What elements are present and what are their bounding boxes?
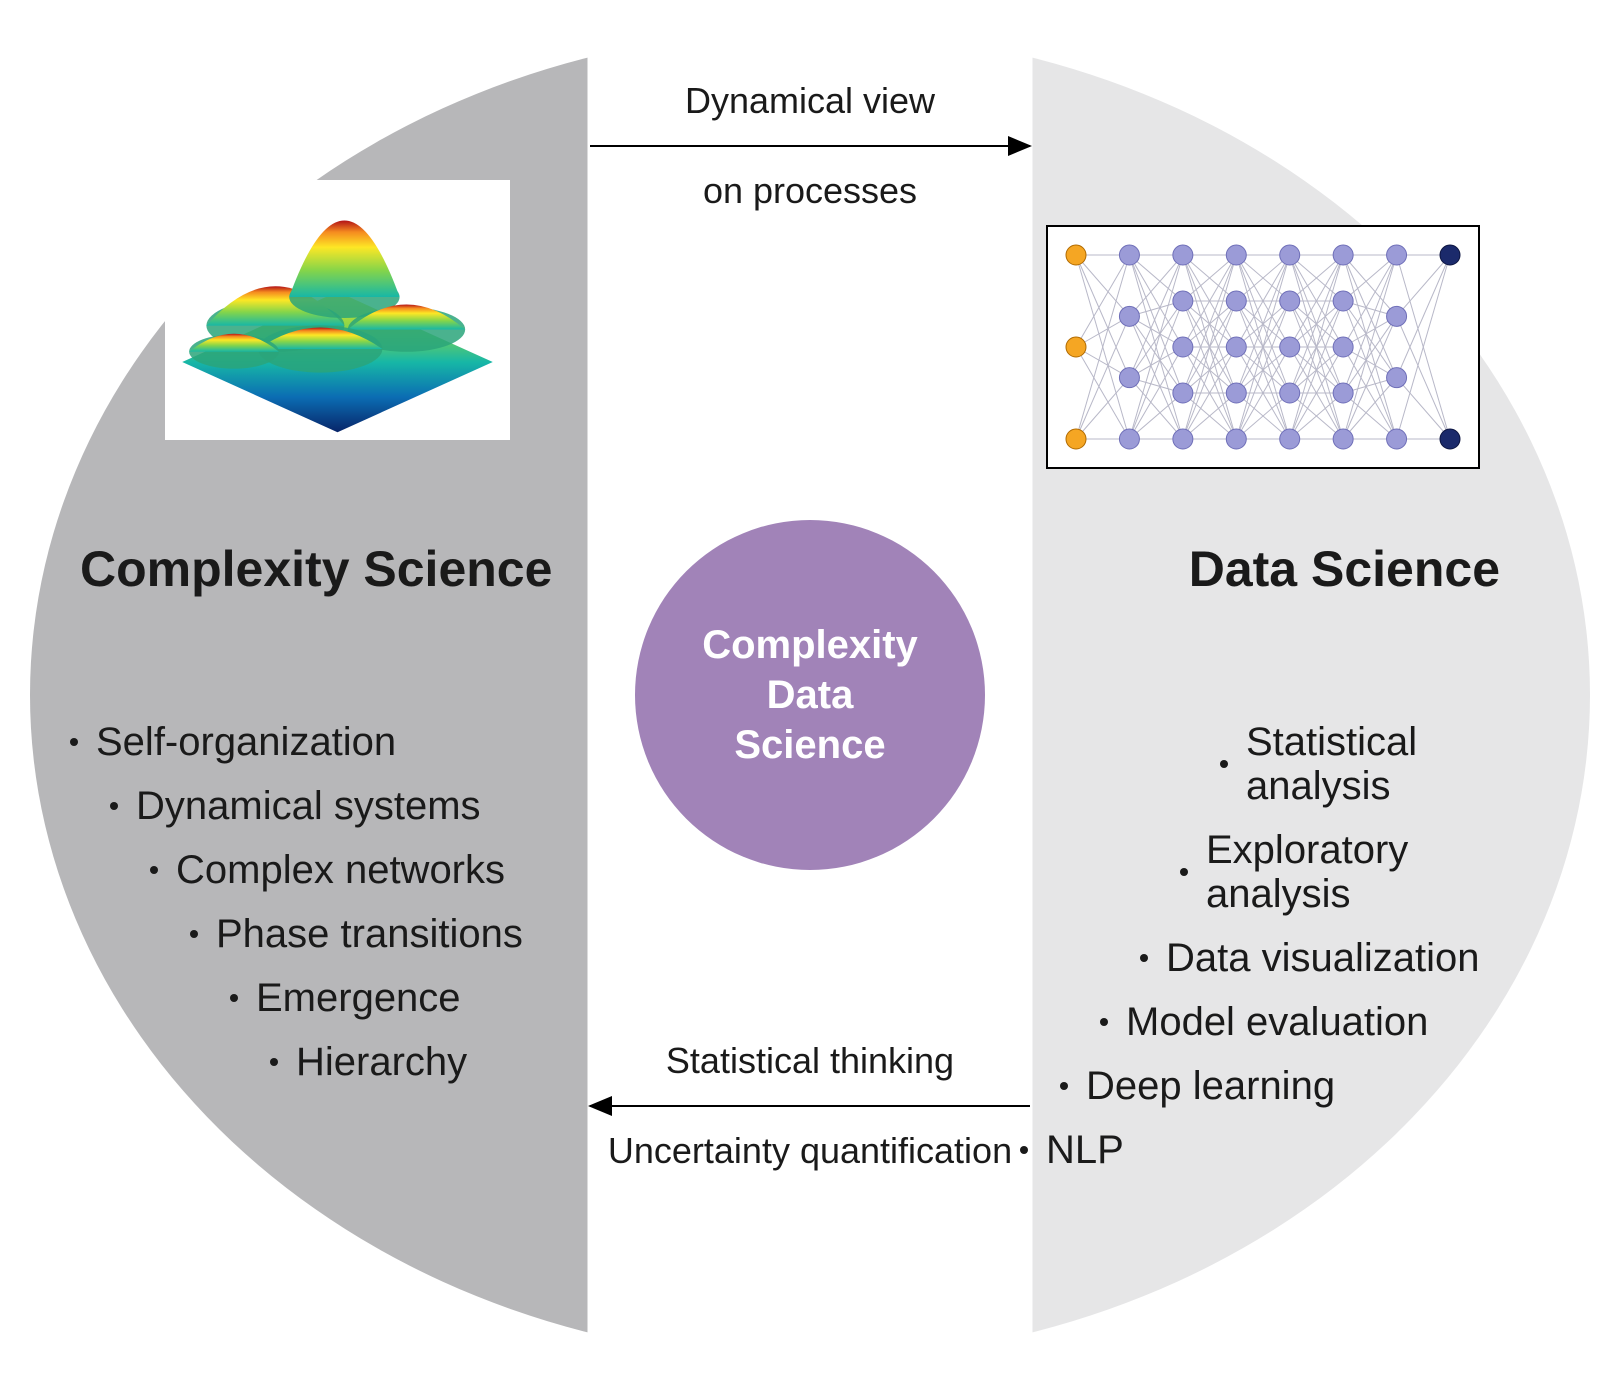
list-item: Hierarchy — [70, 1040, 630, 1084]
left-heading: Complexity Science — [80, 540, 552, 598]
list-item: Phase transitions — [70, 912, 630, 956]
bullet-icon — [1020, 1146, 1028, 1154]
bullet-icon — [190, 930, 198, 938]
center-circle-line: Complexity — [702, 620, 918, 670]
list-item: Dynamical systems — [70, 784, 630, 828]
diagram-stage: Dynamical view on processes Statistical … — [0, 0, 1620, 1390]
list-item-label: Hierarchy — [296, 1040, 467, 1084]
bullet-icon — [70, 738, 78, 746]
list-item-label: Exploratory analysis — [1206, 828, 1540, 916]
list-item: Model evaluation — [1020, 1000, 1540, 1044]
left-list: Self-organization Dynamical systems Comple… — [70, 720, 630, 1104]
list-item: Data visualization — [1020, 936, 1540, 980]
bullet-icon — [1140, 954, 1148, 962]
arrowhead-right-icon — [1008, 136, 1032, 156]
bullet-icon — [150, 866, 158, 874]
list-item-label: Dynamical systems — [136, 784, 481, 828]
list-item: NLP — [1020, 1128, 1540, 1172]
right-list: Statistical analysis Exploratory analysis… — [1020, 720, 1540, 1192]
list-item: Emergence — [70, 976, 630, 1020]
bottom-arrow-label-above: Statistical thinking — [588, 1040, 1033, 1082]
list-item: Statistical analysis — [1020, 720, 1540, 808]
list-item-label: Deep learning — [1086, 1064, 1335, 1108]
bottom-arrow-label-below: Uncertainty quantification — [588, 1130, 1033, 1172]
bullet-icon — [1180, 868, 1188, 876]
center-circle-line: Data — [702, 670, 918, 720]
list-item-label: Statistical analysis — [1246, 720, 1540, 808]
list-item-label: Emergence — [256, 976, 461, 1020]
top-arrow-label-above: Dynamical view — [588, 80, 1033, 122]
list-item-label: NLP — [1046, 1128, 1124, 1172]
bullet-icon — [1220, 760, 1228, 768]
neural-net-thumb — [1046, 225, 1480, 469]
right-heading: Data Science — [1189, 540, 1500, 598]
list-item-label: Complex networks — [176, 848, 505, 892]
center-circle: Complexity Data Science — [635, 520, 985, 870]
bullet-icon — [230, 994, 238, 1002]
neural-net-icon — [1048, 227, 1478, 467]
bullet-icon — [1100, 1018, 1108, 1026]
center-circle-text: Complexity Data Science — [702, 620, 918, 770]
surface-plot-icon — [165, 180, 510, 440]
list-item-label: Self-organization — [96, 720, 396, 764]
list-item-label: Phase transitions — [216, 912, 523, 956]
list-item: Deep learning — [1020, 1064, 1540, 1108]
list-item-label: Model evaluation — [1126, 1000, 1428, 1044]
list-item: Exploratory analysis — [1020, 828, 1540, 916]
top-arrow — [590, 145, 1030, 147]
list-item-label: Data visualization — [1166, 936, 1480, 980]
list-item: Complex networks — [70, 848, 630, 892]
bullet-icon — [270, 1058, 278, 1066]
bottom-arrow — [590, 1105, 1030, 1107]
bullet-icon — [110, 802, 118, 810]
list-item: Self-organization — [70, 720, 630, 764]
center-circle-line: Science — [702, 720, 918, 770]
top-arrow-label-below: on processes — [588, 170, 1033, 212]
bullet-icon — [1060, 1082, 1068, 1090]
surface-plot-thumb — [165, 180, 510, 440]
